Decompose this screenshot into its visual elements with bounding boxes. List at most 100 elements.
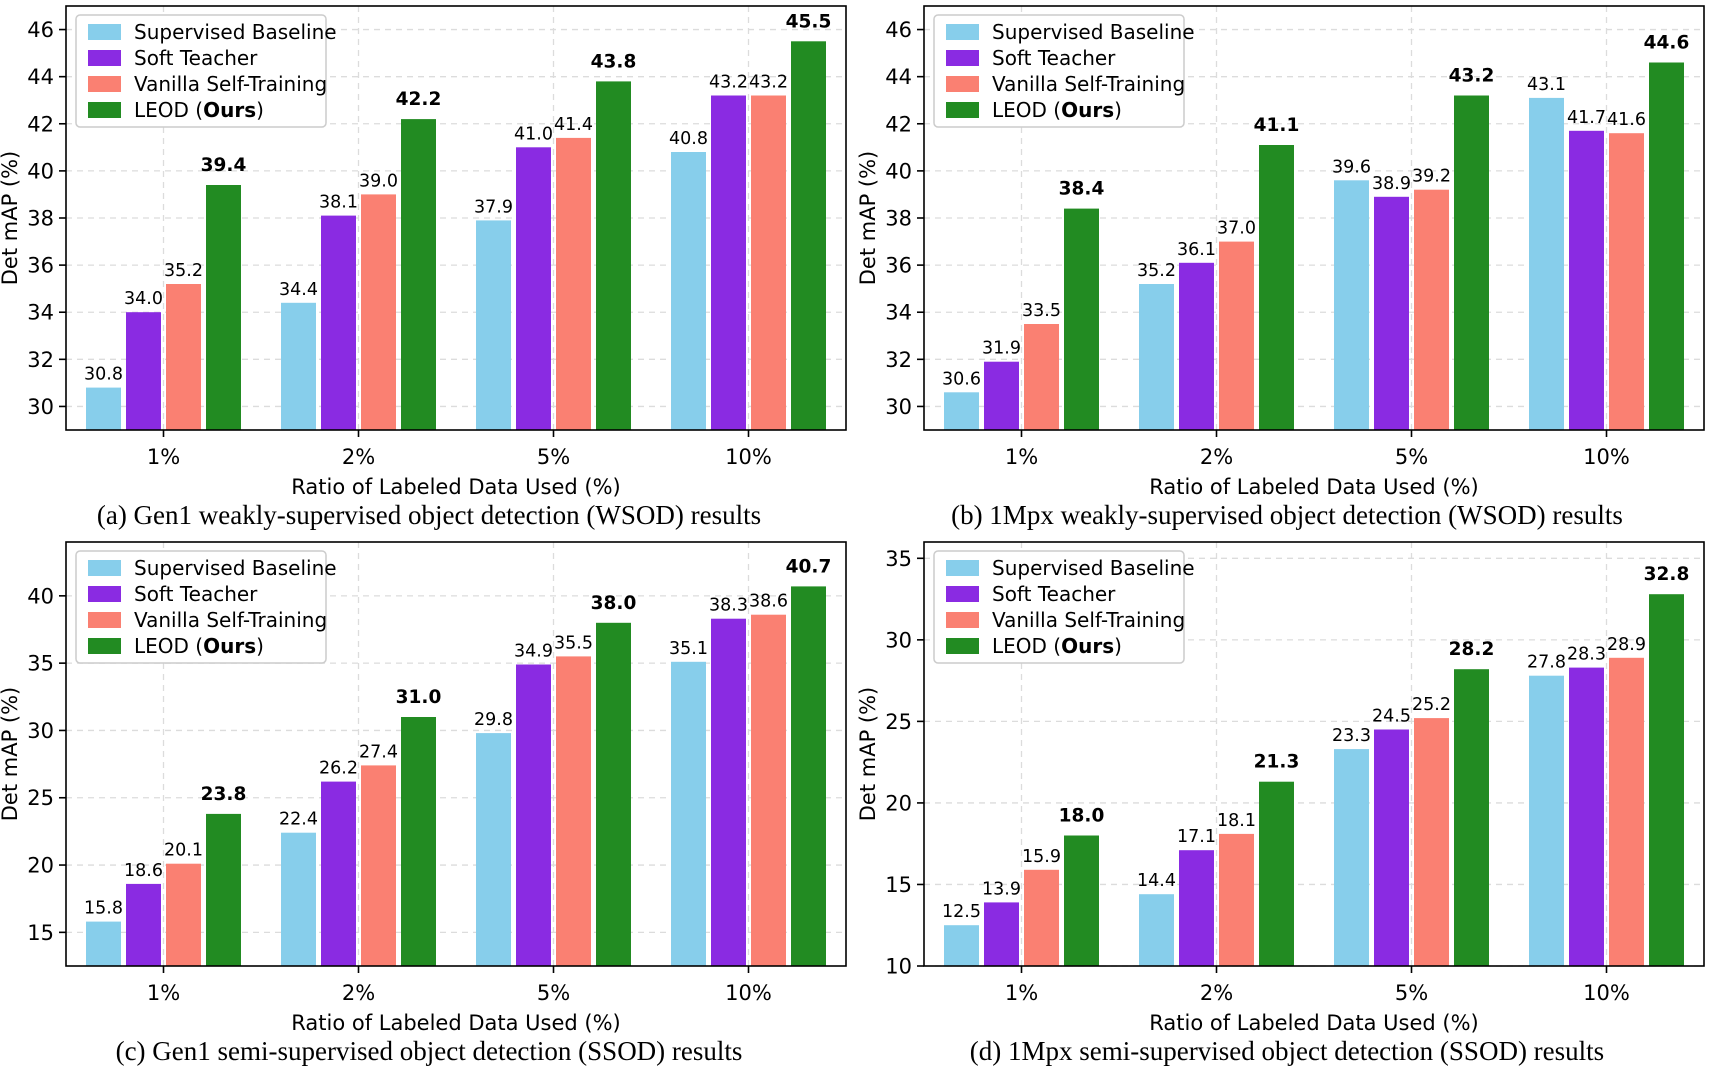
legend-swatch — [88, 612, 121, 628]
bar-value-label: 41.0 — [514, 124, 553, 144]
y-tick-label: 32 — [27, 348, 54, 372]
bar-value-label: 36.1 — [1177, 240, 1216, 260]
bar-3-leod-ours- — [401, 119, 436, 430]
bar-3-leod-ours- — [1649, 62, 1684, 430]
legend-swatch — [88, 560, 121, 576]
legend-label: Soft Teacher — [134, 46, 258, 70]
bar-3-leod-ours- — [1064, 835, 1099, 966]
legend-label: Soft Teacher — [992, 582, 1116, 606]
subfigure-d: 12.5 14.4 23.3 27.8 13.9 17.1 24.5 28.3 15.9 18.1… — [858, 536, 1716, 1072]
bar-2-vanilla-self-training — [361, 765, 396, 966]
bar-3-leod-ours- — [1259, 145, 1294, 430]
legend-swatch — [88, 76, 121, 92]
plot-border — [65, 541, 847, 967]
y-tick-label: 44 — [27, 65, 54, 89]
y-tick-label: 15 — [885, 873, 912, 897]
bar-value-label: 12.5 — [942, 902, 981, 922]
bar-2-vanilla-self-training — [1024, 324, 1059, 430]
y-tick-label: 46 — [27, 18, 54, 42]
bar-0-supervised-baseline — [476, 220, 511, 430]
bar-value-label: 43.2 — [749, 73, 788, 93]
x-tick-label: 2% — [1200, 981, 1233, 1005]
bar-2-vanilla-self-training — [1609, 133, 1644, 430]
legend-label: Soft Teacher — [134, 582, 258, 606]
legend-swatch — [88, 586, 121, 602]
bar-value-label: 30.8 — [84, 365, 123, 385]
legend-label: Supervised Baseline — [992, 556, 1195, 580]
legend-label: LEOD (Ours) — [992, 634, 1122, 658]
bar-2-vanilla-self-training — [166, 863, 201, 966]
bar-value-label: 37.0 — [1217, 219, 1256, 239]
legend-label: Supervised Baseline — [992, 20, 1195, 44]
bar-3-leod-ours- — [1649, 594, 1684, 966]
bar-value-label: 29.8 — [474, 710, 513, 730]
x-tick-label: 5% — [537, 445, 570, 469]
y-tick-label: 25 — [27, 786, 54, 810]
bar-value-label: 23.3 — [1332, 726, 1371, 746]
legend-box — [933, 14, 1185, 128]
bar-value-label: 15.8 — [84, 899, 123, 919]
bar-value-label: 18.0 — [1059, 806, 1105, 827]
bar-value-label: 13.9 — [982, 879, 1021, 899]
chart-c-ssod-gen1: 15.8 22.4 29.8 35.1 18.6 26.2 34.9 38.3 20.1 27.4… — [0, 541, 847, 1034]
bar-value-label: 34.4 — [279, 280, 318, 300]
bar-2-vanilla-self-training — [1219, 833, 1254, 966]
subfigure-a: 30.8 34.4 37.9 40.8 34.0 38.1 41.0 43.2 35.2 39.0… — [0, 0, 858, 536]
y-tick-label: 30 — [27, 395, 54, 419]
legend-swatch — [946, 102, 979, 118]
y-tick-label: 20 — [27, 854, 54, 878]
bar-3-leod-ours- — [206, 813, 241, 966]
y-tick-label: 36 — [885, 254, 912, 278]
y-tick-label: 25 — [885, 710, 912, 734]
x-axis-label: Ratio of Labeled Data Used (%) — [291, 1011, 620, 1034]
bar-2-vanilla-self-training — [1414, 189, 1449, 430]
y-tick-label: 46 — [885, 18, 912, 42]
y-axis-label: Det mAP (%) — [858, 687, 880, 822]
bar-3-leod-ours- — [1454, 669, 1489, 966]
bar-1-soft-teacher — [1569, 130, 1604, 431]
chart-b-wsod-1mpx: 30.6 35.2 39.6 43.1 31.9 36.1 38.9 41.7 33.5 37.0… — [858, 5, 1705, 498]
y-tick-label: 34 — [885, 301, 912, 325]
bar-1-soft-teacher — [1179, 262, 1214, 430]
plot-border — [923, 541, 1705, 967]
legend-label: Soft Teacher — [992, 46, 1116, 70]
subfigure-c-caption: (c) Gen1 semi-supervised object detectio… — [115, 1036, 743, 1066]
legend-swatch — [88, 102, 121, 118]
legend-label: Vanilla Self-Training — [992, 72, 1185, 96]
bar-3-leod-ours- — [791, 586, 826, 966]
x-tick-label: 10% — [1583, 981, 1630, 1005]
subfigure-a-caption: (a) Gen1 weakly-supervised object detect… — [96, 500, 762, 530]
bar-value-label: 33.5 — [1022, 301, 1061, 321]
bar-value-label: 35.2 — [1137, 261, 1176, 281]
bar-1-soft-teacher — [984, 361, 1019, 430]
bar-value-label: 18.1 — [1217, 811, 1256, 831]
legend-label: Vanilla Self-Training — [134, 608, 327, 632]
y-tick-label: 38 — [885, 207, 912, 231]
bar-0-supervised-baseline — [671, 152, 706, 430]
bar-value-label: 43.8 — [591, 51, 637, 72]
bar-1-soft-teacher — [1569, 667, 1604, 966]
y-tick-label: 30 — [27, 719, 54, 743]
bar-value-label: 30.6 — [942, 369, 981, 389]
y-tick-label: 36 — [27, 254, 54, 278]
bar-3-leod-ours- — [1259, 781, 1294, 966]
bar-2-vanilla-self-training — [166, 284, 201, 430]
bar-2-vanilla-self-training — [751, 614, 786, 966]
bar-value-label: 41.1 — [1254, 115, 1300, 136]
bar-value-label: 39.4 — [201, 155, 247, 176]
bar-value-label: 26.2 — [319, 759, 358, 779]
bar-1-soft-teacher — [516, 147, 551, 431]
x-axis-label: Ratio of Labeled Data Used (%) — [1149, 475, 1478, 498]
x-tick-label: 2% — [342, 981, 375, 1005]
bar-value-label: 38.4 — [1059, 179, 1105, 200]
chart-a-wsod-gen1: 30.8 34.4 37.9 40.8 34.0 38.1 41.0 43.2 35.2 39.0… — [0, 5, 847, 498]
y-tick-label: 30 — [885, 395, 912, 419]
bar-0-supervised-baseline — [86, 387, 121, 430]
bar-0-supervised-baseline — [1139, 894, 1174, 966]
legend-label: Supervised Baseline — [134, 20, 337, 44]
bar-3-leod-ours- — [791, 41, 826, 431]
bar-0-supervised-baseline — [1529, 97, 1564, 431]
bar-value-label: 41.7 — [1567, 108, 1606, 128]
y-tick-label: 42 — [885, 112, 912, 136]
bar-2-vanilla-self-training — [1609, 657, 1644, 966]
